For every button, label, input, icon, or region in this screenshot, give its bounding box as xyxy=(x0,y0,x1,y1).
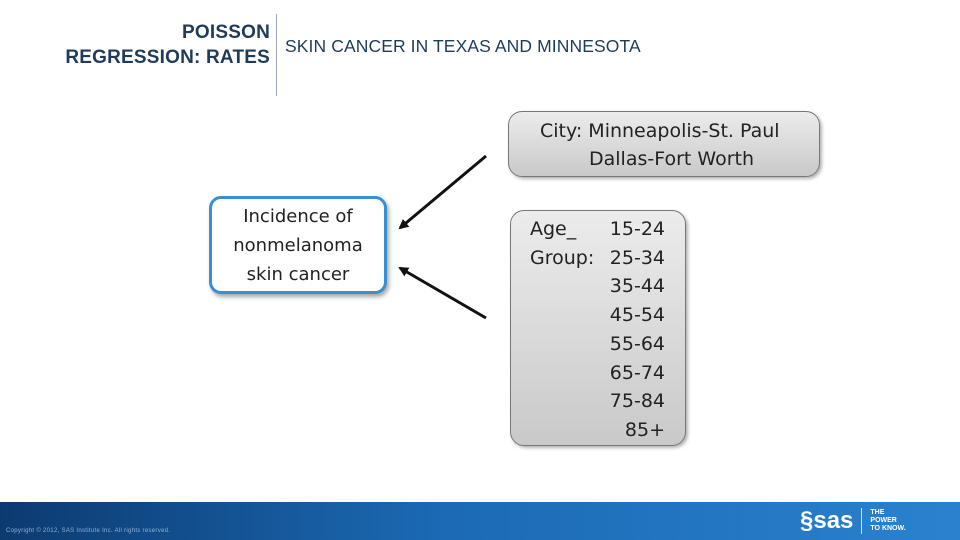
age-value: 75-84 xyxy=(609,390,665,413)
age-label-line-1: Age_ xyxy=(530,218,577,240)
slide-subtitle: SKIN CANCER IN TEXAS AND MINNESOTA xyxy=(285,36,641,56)
age-value: 35-44 xyxy=(609,275,665,298)
city-line-1: City: Minneapolis-St. Paul xyxy=(540,120,780,142)
title-line-2: REGRESSION: RATES xyxy=(65,47,270,68)
outcome-line-2: nonmelanoma xyxy=(233,234,363,256)
age-value: 85+ xyxy=(624,418,665,441)
arrow-age-to-outcome xyxy=(398,266,487,320)
logo-divider xyxy=(861,508,863,534)
title-divider xyxy=(276,14,277,96)
outcome-line-1: Incidence of xyxy=(243,205,353,227)
sas-logo: §sas THE POWER TO KNOW. xyxy=(800,507,906,535)
age-values-list: 15-24 25-34 35-44 45-54 55-64 65-74 75-8… xyxy=(610,215,665,445)
age-group-box: Age_ Group: 15-24 25-34 35-44 45-54 55-6… xyxy=(510,210,686,446)
age-label-line-2: Group: xyxy=(530,247,595,269)
city-box: City: Minneapolis-St. Paul Dallas-Fort W… xyxy=(508,111,820,177)
age-value: 25-34 xyxy=(609,246,665,269)
age-value: 55-64 xyxy=(609,332,665,355)
footer-bar: Copyright © 2012, SAS Institute Inc. All… xyxy=(0,502,960,540)
age-value: 15-24 xyxy=(609,218,665,240)
copyright-text: Copyright © 2012, SAS Institute Inc. All… xyxy=(6,528,171,534)
title-line-1: POISSON xyxy=(182,22,270,43)
age-value: 45-54 xyxy=(609,304,665,327)
sas-tagline: THE POWER TO KNOW. xyxy=(870,509,906,532)
city-line-2: Dallas-Fort Worth xyxy=(589,148,755,170)
sas-logo-mark: §sas xyxy=(800,507,854,534)
outcome-box: Incidence of nonmelanoma skin cancer xyxy=(209,196,387,294)
slide-title: POISSON REGRESSION: RATES xyxy=(65,20,270,70)
age-value: 65-74 xyxy=(609,361,665,384)
arrow-city-to-outcome xyxy=(398,154,487,230)
outcome-line-3: skin cancer xyxy=(246,263,350,285)
